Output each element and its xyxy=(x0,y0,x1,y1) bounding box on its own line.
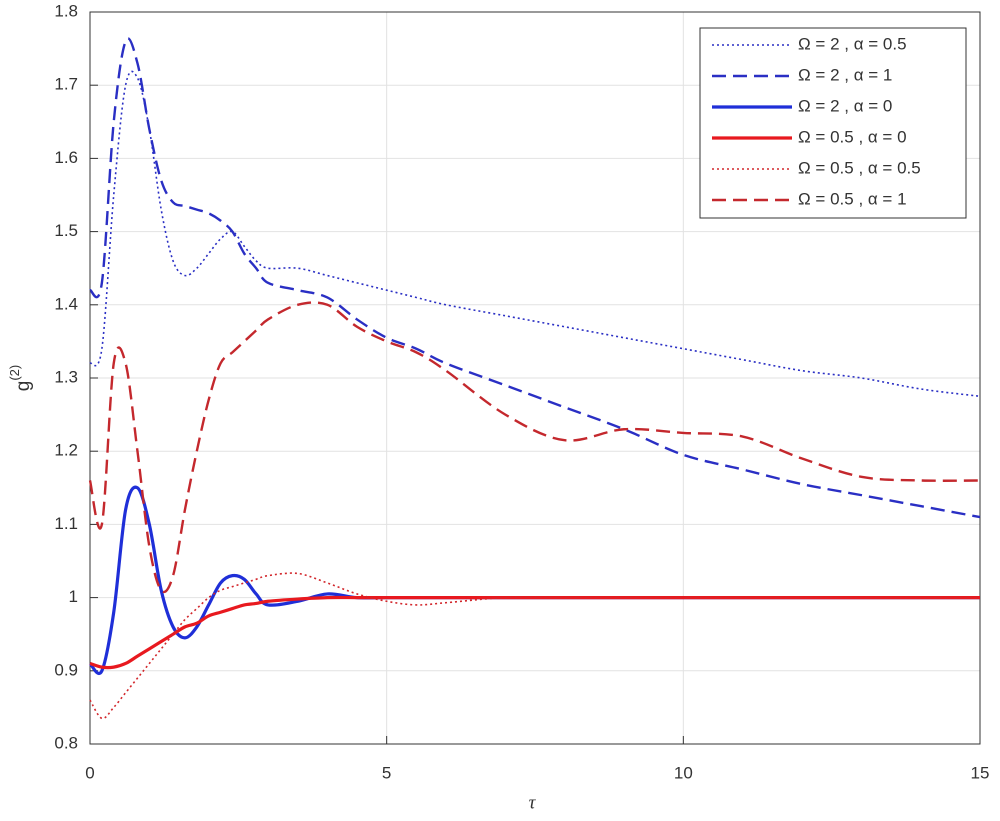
y-axis-label: g(2) xyxy=(7,365,34,391)
legend-box xyxy=(699,27,967,219)
y-axis-label-base: g xyxy=(13,381,34,392)
y-tick-label: 1.2 xyxy=(54,441,78,460)
data-line xyxy=(89,572,980,720)
legend-label: Ω = 0.5 , α = 1 xyxy=(798,189,907,208)
x-tick-label: 0 xyxy=(85,763,94,782)
data-line xyxy=(89,595,980,670)
y-tick-label: 1 xyxy=(69,587,78,606)
y-tick-label: 1.8 xyxy=(54,1,78,20)
y-tick-label: 0.9 xyxy=(54,660,78,679)
legend-label: Ω = 2 , α = 0 xyxy=(798,96,892,115)
y-tick-label: 1.1 xyxy=(54,514,78,533)
data-line xyxy=(88,485,980,676)
legend-label: Ω = 2 , α = 1 xyxy=(798,65,892,84)
x-axis-label: τ xyxy=(529,792,537,813)
data-line xyxy=(88,37,981,519)
x-tick-label: 10 xyxy=(674,763,693,782)
x-tick-label: 5 xyxy=(382,763,391,782)
y-tick-label: 0.8 xyxy=(54,733,78,752)
y-tick-label: 1.6 xyxy=(54,148,78,167)
legend-label: Ω = 0.5 , α = 0 xyxy=(798,127,907,146)
y-tick-label: 1.4 xyxy=(54,294,78,313)
plot-frame xyxy=(89,11,981,745)
legend-label: Ω = 2 , α = 0.5 xyxy=(798,34,907,53)
y-axis-label-superscript: (2) xyxy=(7,365,22,381)
y-tick-label: 1.7 xyxy=(54,75,78,94)
y-tick-label: 1.5 xyxy=(54,221,78,240)
y-tick-label: 1.3 xyxy=(54,367,78,386)
data-line xyxy=(88,301,981,594)
x-tick-label: 15 xyxy=(971,763,990,782)
legend-label: Ω = 0.5 , α = 0.5 xyxy=(798,158,921,177)
